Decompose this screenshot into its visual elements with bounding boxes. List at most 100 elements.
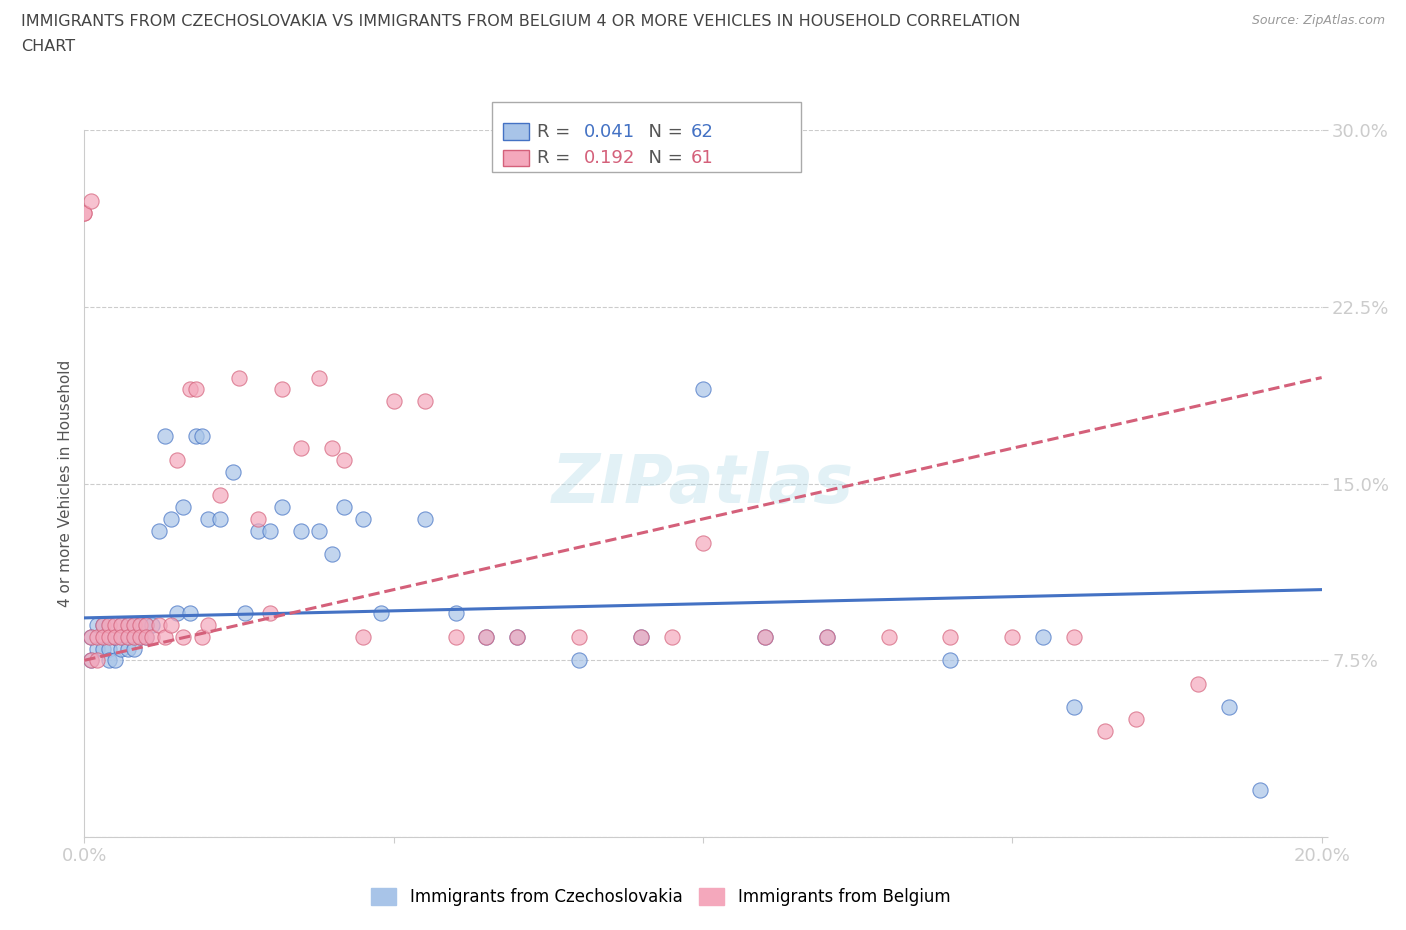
Text: CHART: CHART <box>21 39 75 54</box>
Point <box>98 653 121 668</box>
Point <box>129 630 152 644</box>
Point <box>271 499 294 514</box>
Point <box>79 653 101 668</box>
Point <box>290 524 312 538</box>
Point <box>122 641 145 656</box>
Point <box>259 605 281 620</box>
Point <box>135 618 157 632</box>
Point <box>197 618 219 632</box>
Point <box>91 641 114 656</box>
Point <box>506 630 529 644</box>
Point <box>79 193 101 208</box>
Point <box>104 618 127 632</box>
Point <box>104 630 127 644</box>
Point <box>110 630 132 644</box>
Point <box>98 641 121 656</box>
Point <box>233 605 256 620</box>
Point <box>141 630 163 644</box>
Point <box>630 630 652 644</box>
Point <box>382 393 405 408</box>
Point <box>222 464 245 479</box>
Point <box>122 618 145 632</box>
Point <box>815 630 838 644</box>
Point <box>352 512 374 526</box>
Point <box>228 370 250 385</box>
Point <box>754 630 776 644</box>
Point <box>184 382 207 397</box>
Point <box>129 630 152 644</box>
Point <box>86 618 108 632</box>
Point <box>1032 630 1054 644</box>
Point <box>1187 676 1209 691</box>
Y-axis label: 4 or more Vehicles in Household: 4 or more Vehicles in Household <box>58 360 73 607</box>
Text: N =: N = <box>637 149 689 167</box>
Point <box>98 630 121 644</box>
Point <box>939 630 962 644</box>
Point <box>209 488 232 503</box>
Text: R =: R = <box>537 149 576 167</box>
Point <box>172 499 194 514</box>
Text: 0.041: 0.041 <box>583 123 634 140</box>
Text: ZIPatlas: ZIPatlas <box>553 451 853 516</box>
Point <box>333 499 356 514</box>
Point <box>815 630 838 644</box>
Point <box>259 524 281 538</box>
Point <box>86 641 108 656</box>
Point <box>98 618 121 632</box>
Point <box>333 453 356 468</box>
Point <box>135 630 157 644</box>
Point <box>692 382 714 397</box>
Text: N =: N = <box>637 123 689 140</box>
Point <box>370 605 392 620</box>
Point <box>110 630 132 644</box>
Point <box>209 512 232 526</box>
Point <box>117 630 139 644</box>
Point <box>148 524 170 538</box>
Point <box>73 206 96 220</box>
Point <box>661 630 683 644</box>
Point <box>191 630 214 644</box>
Point <box>321 441 343 456</box>
Point <box>290 441 312 456</box>
Text: IMMIGRANTS FROM CZECHOSLOVAKIA VS IMMIGRANTS FROM BELGIUM 4 OR MORE VEHICLES IN : IMMIGRANTS FROM CZECHOSLOVAKIA VS IMMIGR… <box>21 14 1021 29</box>
Point <box>321 547 343 562</box>
Point <box>117 630 139 644</box>
Point <box>129 618 152 632</box>
Point <box>179 605 201 620</box>
Point <box>160 618 183 632</box>
Point <box>135 618 157 632</box>
Point <box>413 393 436 408</box>
Point <box>166 453 188 468</box>
Point <box>91 630 114 644</box>
Point <box>141 618 163 632</box>
Point <box>444 605 467 620</box>
Point <box>1063 630 1085 644</box>
Point <box>122 630 145 644</box>
Point <box>506 630 529 644</box>
Point <box>79 653 101 668</box>
Point <box>308 524 330 538</box>
Point <box>246 512 269 526</box>
Point <box>98 618 121 632</box>
Point <box>1218 700 1240 715</box>
Point <box>692 535 714 550</box>
Point <box>91 618 114 632</box>
Point <box>110 641 132 656</box>
Point <box>135 630 157 644</box>
Point <box>246 524 269 538</box>
Point <box>73 206 96 220</box>
Text: 61: 61 <box>690 149 713 167</box>
Point <box>122 618 145 632</box>
Point <box>79 630 101 644</box>
Point <box>179 382 201 397</box>
Point <box>122 630 145 644</box>
Text: R =: R = <box>537 123 576 140</box>
Point <box>148 618 170 632</box>
Point <box>117 618 139 632</box>
Point <box>475 630 498 644</box>
Point <box>630 630 652 644</box>
Text: 62: 62 <box>690 123 713 140</box>
Text: Source: ZipAtlas.com: Source: ZipAtlas.com <box>1251 14 1385 27</box>
Point <box>153 630 176 644</box>
Point <box>166 605 188 620</box>
